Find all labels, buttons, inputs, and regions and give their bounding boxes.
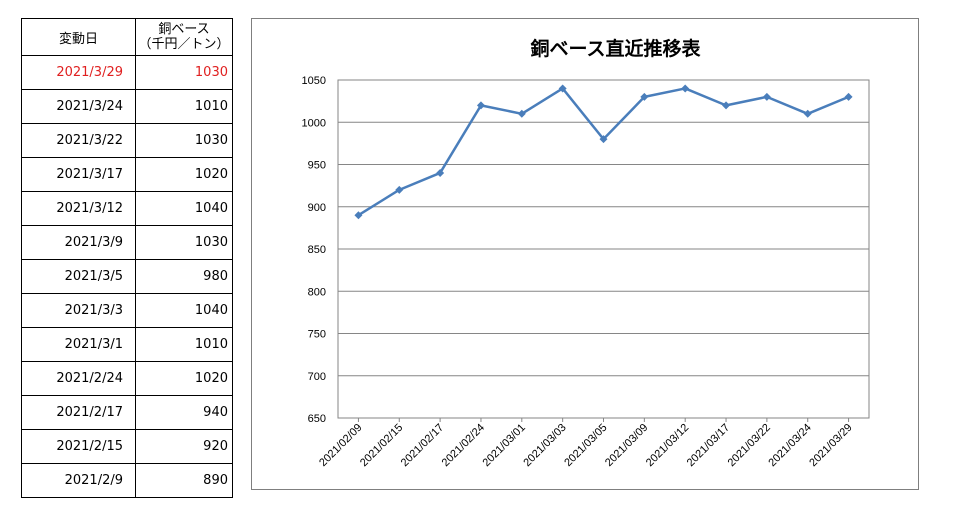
chart-area: 銅ベース直近推移表 650 700 750 800 850 900 950 1000 1050 20…: [251, 18, 919, 490]
row-date: 2021/3/1: [21, 327, 136, 362]
table-row: 2021/3/1 1010: [21, 327, 233, 362]
data-point-marker: [517, 109, 526, 118]
table-body: 2021/3/29 1030 2021/3/24 1010 2021/3/22 1030 2…: [21, 55, 233, 498]
row-date: 2021/2/17: [21, 395, 136, 430]
row-value: 1030: [135, 123, 233, 158]
y-tick-label: 650: [308, 413, 326, 425]
row-value: 1040: [135, 191, 233, 226]
row-date: 2021/3/5: [21, 259, 136, 294]
table-row: 2021/3/17 1020: [21, 157, 233, 192]
row-date: 2021/3/9: [21, 225, 136, 260]
y-tick-label: 700: [308, 371, 326, 383]
x-tick-label: 2021/03/12: [644, 422, 691, 469]
x-tick-label: 2021/03/09: [603, 422, 650, 469]
data-point-marker: [558, 84, 567, 93]
table-row: 2021/3/24 1010: [21, 89, 233, 124]
y-tick-label: 1050: [302, 75, 326, 87]
x-tick-label: 2021/02/17: [399, 422, 446, 469]
row-date: 2021/3/3: [21, 293, 136, 328]
x-tick-label: 2021/03/05: [562, 422, 609, 469]
row-date: 2021/2/15: [21, 429, 136, 464]
data-point-marker: [599, 135, 608, 144]
data-point-marker: [354, 211, 363, 220]
table-row: 2021/2/24 1020: [21, 361, 233, 396]
table-row: 2021/2/15 920: [21, 429, 233, 464]
data-point-marker: [436, 168, 445, 177]
table-row: 2021/3/9 1030: [21, 225, 233, 260]
x-tick-label: 2021/03/22: [726, 422, 773, 469]
row-date: 2021/3/22: [21, 123, 136, 158]
row-value: 940: [135, 395, 233, 430]
date-column-header: 変動日: [21, 18, 136, 56]
row-date: 2021/3/29: [21, 55, 136, 90]
table-row: 2021/3/22 1030: [21, 123, 233, 158]
date-header-label: 変動日: [58, 31, 98, 47]
data-point-marker: [395, 185, 404, 194]
data-point-marker: [640, 92, 649, 101]
data-point-marker: [476, 101, 485, 110]
row-value: 1030: [135, 55, 233, 90]
row-value: 890: [135, 463, 233, 498]
row-value: 1030: [135, 225, 233, 260]
data-point-marker: [844, 92, 853, 101]
row-value: 1010: [135, 89, 233, 124]
line-chart: 銅ベース直近推移表 650 700 750 800 850 900 950 1000 1050 20…: [302, 37, 870, 469]
x-tick-label: 2021/02/09: [317, 422, 364, 469]
x-tick-label: 2021/02/15: [358, 422, 405, 469]
value-header-unit: （千円／トン）: [138, 37, 230, 52]
table-row: 2021/3/12 1040: [21, 191, 233, 226]
x-tick-label: 2021/03/29: [807, 422, 854, 469]
chart-title: 銅ベース直近推移表: [530, 37, 701, 60]
x-tick-label: 2021/03/01: [481, 422, 528, 469]
y-tick-label: 850: [308, 244, 326, 256]
x-tick-label: 2021/03/24: [766, 422, 813, 469]
y-tick-label: 750: [308, 329, 326, 341]
row-value: 1040: [135, 293, 233, 328]
y-tick-label: 900: [308, 202, 326, 214]
x-tick-label: 2021/02/24: [440, 422, 487, 469]
y-tick-label: 950: [308, 160, 326, 172]
table-row: 2021/3/5 980: [21, 259, 233, 294]
y-tick-label: 800: [308, 286, 326, 298]
price-table: 変動日 銅ベース （千円／トン） 2021/3/29 1030 2021/3/24 1…: [21, 18, 233, 498]
row-value: 1020: [135, 157, 233, 192]
row-date: 2021/3/12: [21, 191, 136, 226]
x-tick-label: 2021/03/17: [685, 422, 732, 469]
data-point-marker: [803, 109, 812, 118]
table-row: 2021/3/3 1040: [21, 293, 233, 328]
row-value: 980: [135, 259, 233, 294]
y-tick-label: 1000: [302, 117, 326, 129]
value-column-header: 銅ベース （千円／トン）: [135, 18, 233, 56]
x-tick-label: 2021/03/03: [521, 422, 568, 469]
row-date: 2021/2/9: [21, 463, 136, 498]
row-value: 920: [135, 429, 233, 464]
data-point-marker: [681, 84, 690, 93]
table-row: 2021/3/29 1030: [21, 55, 233, 90]
row-date: 2021/3/17: [21, 157, 136, 192]
table-row: 2021/2/9 890: [21, 463, 233, 498]
table-header-row: 変動日 銅ベース （千円／トン）: [21, 18, 233, 56]
row-value: 1010: [135, 327, 233, 362]
value-header-label: 銅ベース: [158, 22, 210, 37]
data-point-marker: [722, 101, 731, 110]
table-row: 2021/2/17 940: [21, 395, 233, 430]
data-point-marker: [762, 92, 771, 101]
row-date: 2021/3/24: [21, 89, 136, 124]
row-value: 1020: [135, 361, 233, 396]
series-line: [357, 87, 850, 217]
row-date: 2021/2/24: [21, 361, 136, 396]
